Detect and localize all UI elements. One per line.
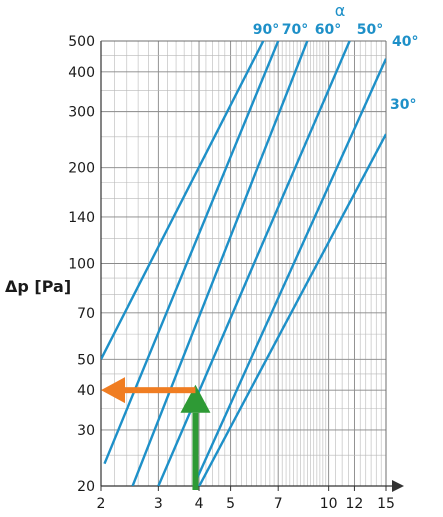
axes: 2 3 4 5 7 10 12 15 20 30 40 50 70 100 140 200 300 400 500 [68, 34, 404, 512]
x-tick-label: 5 [226, 496, 235, 512]
orange-arrow-head [101, 377, 125, 404]
y-tick-label: 20 [77, 479, 95, 495]
chart-labels: Δp [Pa] 90° 70° 60° 50° 40° 30° α [5, 1, 418, 296]
series-line-30deg [197, 133, 386, 486]
y-tick-label: 30 [77, 423, 95, 439]
annotation-arrows [101, 377, 211, 490]
y-tick-label: 70 [77, 306, 95, 322]
green-arrow-shaft [192, 412, 199, 490]
series-label-90deg: 90° [253, 22, 279, 38]
x-tick-label: 15 [377, 496, 395, 512]
series-line-40deg [192, 58, 386, 486]
series-line-90deg [101, 41, 265, 360]
x-tick-label: 12 [346, 496, 364, 512]
y-tick-label: 300 [68, 105, 95, 121]
y-tick-label: 50 [77, 352, 95, 368]
series-label-70deg: 70° [282, 22, 308, 38]
y-tick-label: 40 [77, 383, 95, 399]
series-label-40deg: 40° [392, 34, 418, 50]
alpha-label: α [335, 1, 346, 20]
x-tick-label: 3 [154, 496, 163, 512]
y-tick-label: 400 [68, 65, 95, 81]
orange-arrow-shaft [125, 387, 196, 394]
x-tick-label: 7 [274, 496, 283, 512]
y-tick-label: 140 [68, 210, 95, 226]
series-label-30deg: 30° [390, 97, 416, 113]
series-line-70deg [103, 41, 280, 465]
y-tick-label: 200 [68, 161, 95, 177]
series-lines [101, 41, 386, 486]
grid [100, 40, 387, 487]
series-label-50deg: 50° [357, 22, 383, 38]
green-arrow-head [180, 384, 211, 413]
y-axis-label: Δp [Pa] [5, 277, 71, 296]
series-label-60deg: 60° [315, 22, 341, 38]
y-tick-label: 500 [68, 34, 95, 50]
x-tick-label: 2 [97, 496, 106, 512]
y-tick-label: 100 [68, 257, 95, 273]
x-axis-arrowhead [392, 480, 404, 492]
series-line-60deg [131, 41, 309, 486]
x-tick-label: 4 [195, 496, 204, 512]
x-tick-label: 10 [320, 496, 338, 512]
